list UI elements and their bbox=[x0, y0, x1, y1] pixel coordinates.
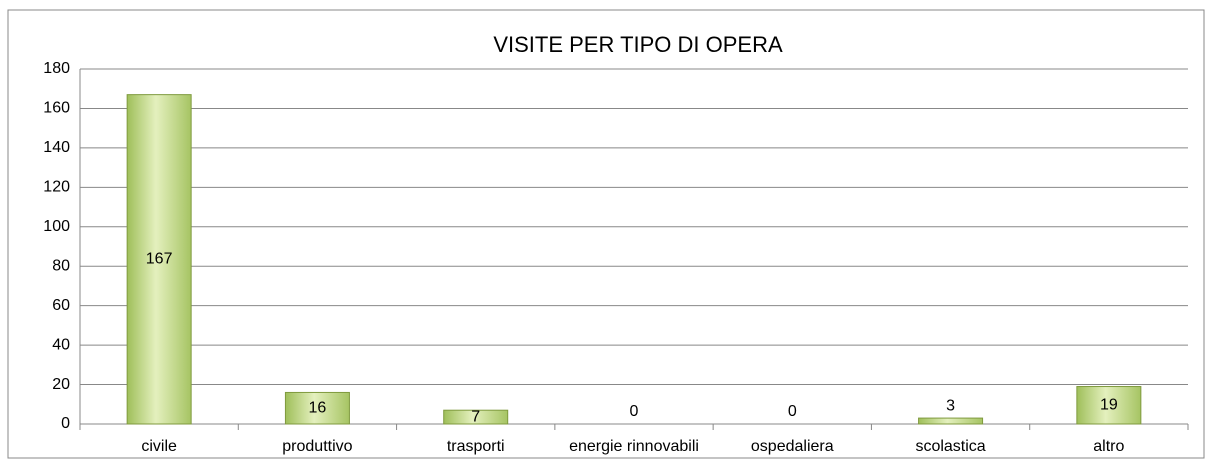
y-tick-label: 0 bbox=[61, 415, 70, 432]
y-tick-label: 20 bbox=[52, 376, 70, 393]
bar bbox=[1076, 386, 1142, 425]
data-label: 19 bbox=[1100, 396, 1118, 413]
y-tick-label: 180 bbox=[43, 60, 70, 77]
bar bbox=[126, 94, 192, 425]
data-label: 7 bbox=[471, 408, 480, 425]
x-tick-label: civile bbox=[141, 438, 177, 455]
x-tick-label: produttivo bbox=[282, 438, 352, 455]
y-tick-label: 60 bbox=[52, 297, 70, 314]
x-tick-label: energie rinnovabili bbox=[569, 438, 699, 455]
x-tick-label: altro bbox=[1093, 438, 1124, 455]
data-label: 16 bbox=[309, 399, 327, 416]
y-tick-label: 100 bbox=[43, 218, 70, 235]
y-tick-label: 40 bbox=[52, 336, 70, 353]
y-tick-label: 160 bbox=[43, 100, 70, 117]
data-label: 3 bbox=[946, 397, 955, 414]
y-tick-label: 80 bbox=[52, 257, 70, 274]
data-label: 0 bbox=[788, 403, 797, 420]
y-tick-label: 140 bbox=[43, 139, 70, 156]
x-tick-label: scolastica bbox=[915, 438, 985, 455]
x-tick-label: ospedaliera bbox=[751, 438, 834, 455]
bar bbox=[443, 409, 509, 425]
data-label: 0 bbox=[630, 403, 639, 420]
x-tick-label: trasporti bbox=[447, 438, 505, 455]
data-label: 167 bbox=[146, 251, 173, 268]
bar bbox=[918, 417, 984, 425]
chart-frame bbox=[7, 9, 1205, 459]
chart-title: VISITE PER TIPO DI OPERA bbox=[493, 32, 783, 57]
bar bbox=[284, 391, 350, 425]
y-tick-label: 120 bbox=[43, 179, 70, 196]
